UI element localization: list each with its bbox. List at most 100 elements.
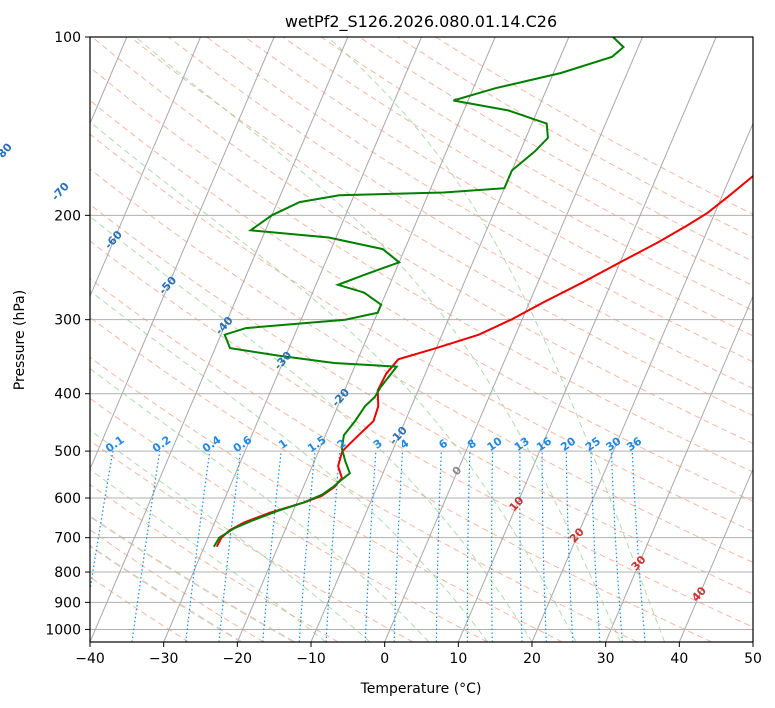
plot-frame [89, 36, 754, 643]
mixing-ratio-line [466, 451, 471, 642]
dry-adiabat [91, 37, 753, 445]
mixing-ratio-line [298, 451, 316, 642]
y-tick-label: 500 [54, 444, 81, 460]
mixing-ratio-line [610, 451, 623, 642]
moist-adiabat [135, 37, 621, 642]
x-tick-label: 50 [744, 651, 762, 667]
y-tick-label: 1000 [45, 622, 81, 638]
moist-adiabat [90, 367, 430, 642]
dry-adiabat [90, 168, 753, 563]
dry-adiabat [130, 37, 753, 417]
mixing-ratio-line [218, 451, 242, 642]
mixing-ratio-line [631, 451, 646, 642]
x-tick-label: 30 [597, 651, 615, 667]
reference-adiabat [90, 545, 243, 642]
x-axis-label: Temperature (°C) [360, 681, 482, 697]
moist-adiabat [90, 290, 489, 642]
isotherm-label: 0 [450, 464, 465, 479]
isotherm-label: 10 [507, 494, 527, 514]
moist-adiabat [90, 468, 327, 642]
x-tick-label: 0 [380, 651, 389, 667]
isotherm-label: -80 [0, 140, 15, 164]
y-tick-label: 100 [54, 30, 81, 46]
isotherm-label: 40 [689, 584, 709, 604]
dry-adiabat [206, 37, 753, 363]
isotherm-label: -60 [102, 228, 125, 252]
isotherm-line [90, 37, 201, 298]
isotherm-line [310, 37, 570, 642]
mixing-ratio-line [519, 451, 523, 642]
isotherm-line [605, 295, 753, 642]
moist-adiabat [90, 429, 371, 642]
isotherm-line [752, 640, 753, 642]
mixing-ratio-line [490, 451, 494, 642]
mixing-ratio-label: 6 [436, 437, 450, 452]
profile-lines [213, 37, 753, 548]
moist-adiabat [90, 215, 533, 642]
isotherm-line [457, 37, 717, 642]
mixing-ratio-line [185, 451, 211, 642]
mixing-ratio-line [565, 451, 574, 642]
isotherm-label: -40 [213, 314, 236, 338]
x-tick-label: 40 [670, 651, 688, 667]
isotherm-line [236, 37, 496, 642]
dry-adiabat [90, 240, 753, 628]
isotherm-label: 20 [567, 525, 587, 545]
x-tick-label: −20 [223, 651, 253, 667]
dry-adiabat [168, 37, 753, 389]
dry-adiabat [90, 278, 712, 642]
dry-adiabat [90, 356, 563, 642]
line-labels: 0.10.20.40.611.52346810131620253036-100-… [0, 140, 709, 604]
isotherm-line [90, 37, 275, 471]
mixing-ratio-line [364, 451, 377, 642]
temperature-line [215, 174, 753, 548]
dry-adiabat [90, 316, 638, 642]
moist-adiabat [90, 121, 577, 642]
isotherm-label: -70 [49, 180, 72, 204]
dry-adiabat [90, 397, 488, 642]
mixing-ratio-line [590, 451, 601, 642]
isotherm-label: -50 [156, 273, 179, 297]
x-tick-label: 10 [449, 651, 467, 667]
mixing-ratio-line [262, 451, 282, 642]
dry-adiabat [90, 529, 264, 642]
mixing-ratio-label: 3 [371, 437, 385, 452]
y-tick-label: 200 [54, 208, 81, 224]
dewpoint-line [213, 37, 625, 548]
y-tick-label: 600 [54, 491, 81, 507]
y-tick-label: 300 [54, 313, 81, 329]
isotherm-label: -30 [272, 349, 295, 373]
dry-adiabat [90, 66, 753, 473]
y-axis-label: Pressure (hPa) [12, 290, 28, 390]
x-tick-label: −10 [296, 651, 326, 667]
isotherm-line [384, 37, 643, 642]
dry-adiabat [244, 37, 753, 337]
isotherm-line [678, 467, 753, 642]
y-tick-label: 400 [54, 387, 81, 403]
mixing-ratio-label: 0.1 [103, 433, 126, 455]
dry-adiabat [435, 37, 753, 215]
dry-adiabat [282, 37, 753, 312]
y-tick-label: 800 [54, 565, 81, 581]
isotherm-line [163, 37, 422, 642]
isotherm-line [531, 122, 753, 642]
background-lines [90, 37, 753, 642]
dry-adiabat [359, 37, 753, 262]
dry-adiabat [90, 203, 753, 595]
mixing-ratio-line [90, 450, 114, 594]
x-tick-label: −30 [149, 651, 179, 667]
dry-adiabat [90, 483, 339, 642]
chart-title: wetPf2_S126.2026.080.01.14.C26 [285, 12, 557, 32]
isotherm-line [90, 37, 349, 642]
dry-adiabat [90, 133, 753, 533]
y-tick-label: 700 [54, 531, 81, 547]
dry-adiabat [90, 576, 190, 642]
mixing-ratio-label: 1 [276, 437, 290, 452]
x-tick-label: 20 [523, 651, 541, 667]
x-tick-label: −40 [75, 651, 105, 667]
mixing-ratio-label: 0.2 [150, 433, 173, 455]
moist-adiabat [327, 37, 666, 642]
mixing-ratio-label: 2 [335, 437, 349, 452]
axes: −40 −30 −20 −10 0 10 20 30 40 5010020030040050060… [45, 30, 762, 667]
